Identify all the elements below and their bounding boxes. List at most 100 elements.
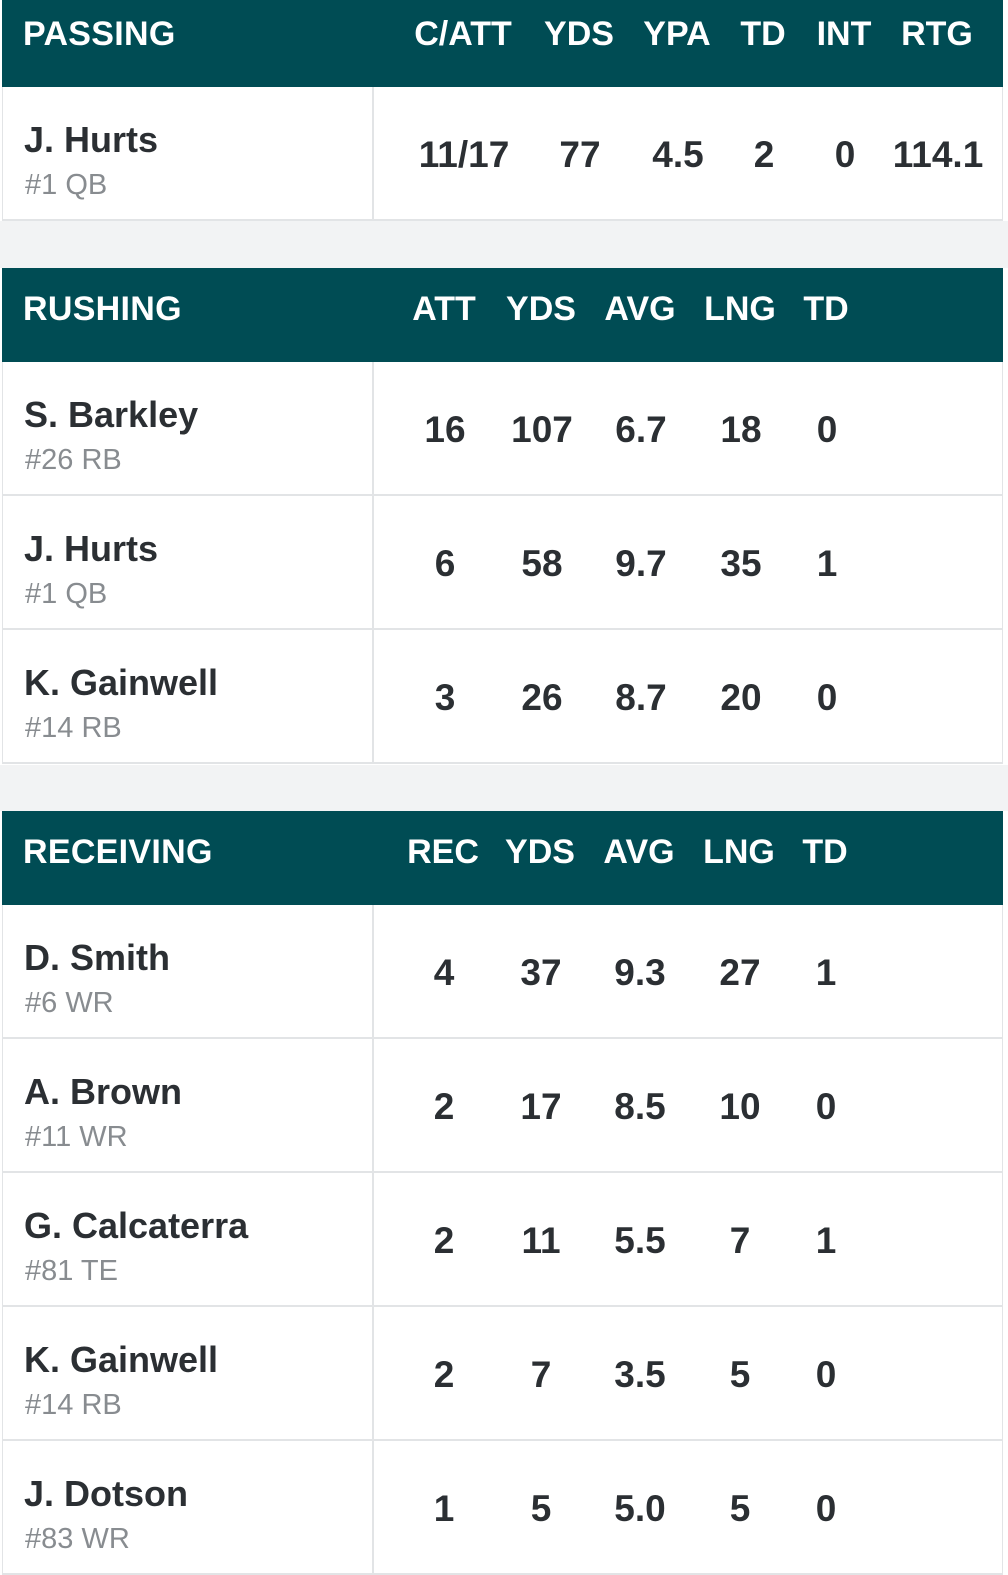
receiving-col-td: TD: [802, 833, 848, 871]
column-divider: [372, 630, 374, 762]
stat-value: 114.1: [892, 134, 984, 175]
stat-value: 35: [720, 543, 762, 584]
stat-value: 2: [433, 1354, 455, 1395]
stat-value: 9.3: [614, 952, 666, 993]
receiving-section: RECEIVING REC YDS AVG LNG TD D. Smith #6…: [2, 811, 1003, 1575]
stat-value: 27: [719, 952, 761, 993]
player-name[interactable]: K. Gainwell: [24, 1339, 219, 1380]
player-name[interactable]: D. Smith: [24, 937, 171, 978]
player-name[interactable]: S. Barkley: [24, 394, 199, 435]
receiving-col-yds: YDS: [505, 833, 575, 871]
stat-value: 0: [816, 409, 838, 450]
stat-value: 11: [521, 1220, 561, 1261]
passing-header: PASSING C/ATT YDS YPA TD INT RTG: [2, 0, 1003, 87]
stat-value: 6.7: [615, 409, 667, 450]
receiving-row[interactable]: K. Gainwell #14 RB 2 7 3.5 5 0: [2, 1307, 1003, 1441]
stat-value: 8.7: [615, 677, 667, 718]
receiving-col-avg: AVG: [603, 833, 675, 871]
player-number-position: #11 WR: [25, 1121, 128, 1153]
column-divider: [372, 1173, 374, 1305]
stat-value: 16: [424, 409, 466, 450]
stat-value: 1: [433, 1488, 455, 1529]
column-divider: [372, 1307, 374, 1439]
stat-value: 77: [559, 134, 601, 175]
rushing-row[interactable]: S. Barkley #26 RB 16 107 6.7 18 0: [2, 362, 1003, 496]
stat-value: 26: [521, 677, 563, 718]
player-number-position: #6 WR: [25, 987, 114, 1019]
stat-value: 5.0: [614, 1488, 666, 1529]
stat-value: 8.5: [614, 1086, 666, 1127]
stat-value: 2: [433, 1086, 455, 1127]
rushing-row[interactable]: K. Gainwell #14 RB 3 26 8.7 20 0: [2, 630, 1003, 764]
passing-section: PASSING C/ATT YDS YPA TD INT RTG J. Hurt…: [2, 0, 1003, 221]
passing-col-rtg: RTG: [901, 15, 973, 53]
rushing-col-yds: YDS: [506, 290, 576, 328]
rushing-header: RUSHING ATT YDS AVG LNG TD: [2, 268, 1003, 362]
rushing-col-att: ATT: [412, 290, 476, 328]
receiving-header: RECEIVING REC YDS AVG LNG TD: [2, 811, 1003, 905]
stat-value: 58: [521, 543, 563, 584]
stat-value: 37: [520, 952, 562, 993]
section-gap: [0, 221, 1008, 268]
stat-value: 0: [815, 1354, 837, 1395]
passing-title: PASSING: [23, 15, 176, 53]
stat-value: 18: [720, 409, 762, 450]
stat-value: 0: [816, 677, 838, 718]
stat-value: 4.5: [652, 134, 704, 175]
receiving-col-lng: LNG: [703, 833, 775, 871]
stat-value: 4: [433, 952, 455, 993]
stat-value: 5: [729, 1488, 751, 1529]
receiving-col-rec: REC: [407, 833, 479, 871]
stat-value: 17: [520, 1086, 562, 1127]
stat-value: 107: [511, 409, 573, 450]
column-divider: [372, 1441, 374, 1573]
receiving-row[interactable]: J. Dotson #83 WR 1 5 5.0 5 0: [2, 1441, 1003, 1575]
stat-value: 0: [815, 1488, 837, 1529]
receiving-row[interactable]: G. Calcaterra #81 TE 2 11 5.5 7 1: [2, 1173, 1003, 1307]
stat-value: 2: [753, 134, 775, 175]
player-name[interactable]: G. Calcaterra: [24, 1205, 249, 1246]
column-divider: [372, 496, 374, 628]
stat-value: 5.5: [614, 1220, 666, 1261]
passing-row[interactable]: J. Hurts #1 QB 11/17 77 4.5 2 0 114.1: [2, 87, 1003, 221]
stat-value: 9.7: [615, 543, 667, 584]
player-number-position: #14 RB: [25, 712, 122, 744]
player-name[interactable]: A. Brown: [24, 1071, 182, 1112]
player-number-position: #83 WR: [25, 1523, 130, 1555]
stat-value: 1: [815, 1220, 837, 1261]
stat-value: 10: [719, 1086, 761, 1127]
stat-value: 7: [530, 1354, 552, 1395]
player-name[interactable]: J. Hurts: [24, 528, 159, 569]
passing-col-int: INT: [816, 15, 872, 53]
stat-value: 3: [434, 677, 456, 718]
passing-col-td: TD: [740, 15, 786, 53]
player-number-position: #1 QB: [25, 578, 108, 610]
stat-value: 0: [834, 134, 856, 175]
player-number-position: #1 QB: [25, 169, 108, 201]
rushing-col-avg: AVG: [604, 290, 676, 328]
rushing-row[interactable]: J. Hurts #1 QB 6 58 9.7 35 1: [2, 496, 1003, 630]
receiving-row[interactable]: D. Smith #6 WR 4 37 9.3 27 1: [2, 905, 1003, 1039]
player-name[interactable]: J. Hurts: [24, 119, 159, 160]
rushing-section: RUSHING ATT YDS AVG LNG TD S. Barkley #2…: [2, 268, 1003, 764]
column-divider: [372, 1039, 374, 1171]
stat-value: 20: [720, 677, 762, 718]
stat-value: 6: [434, 543, 456, 584]
stat-value: 2: [433, 1220, 455, 1261]
player-name[interactable]: K. Gainwell: [24, 662, 219, 703]
receiving-row[interactable]: A. Brown #11 WR 2 17 8.5 10 0: [2, 1039, 1003, 1173]
rushing-col-td: TD: [803, 290, 849, 328]
stat-value: 1: [815, 952, 837, 993]
stat-value: 1: [816, 543, 838, 584]
rushing-title: RUSHING: [23, 290, 182, 328]
player-number-position: #26 RB: [25, 444, 122, 476]
column-divider: [372, 362, 374, 494]
passing-col-ypa: YPA: [643, 15, 711, 53]
passing-col-catt: C/ATT: [414, 15, 512, 53]
column-divider: [372, 87, 374, 219]
stat-value: 11/17: [418, 134, 510, 175]
player-name[interactable]: J. Dotson: [24, 1473, 189, 1514]
passing-col-yds: YDS: [544, 15, 614, 53]
player-number-position: #81 TE: [25, 1255, 118, 1287]
